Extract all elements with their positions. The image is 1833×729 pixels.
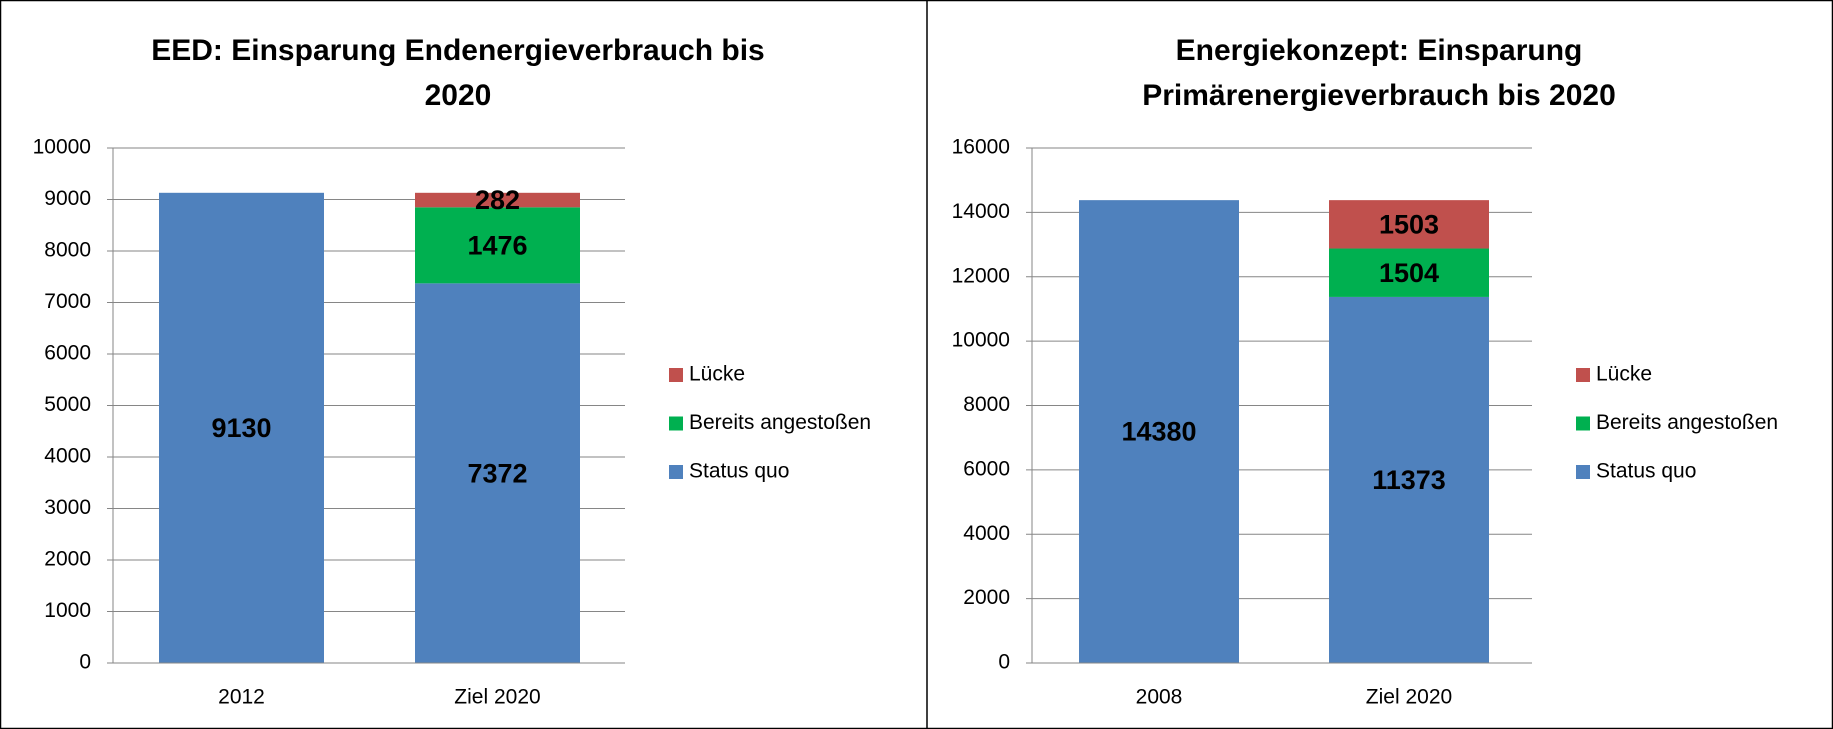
chart-title: EED: Einsparung Endenergieverbrauch bis … xyxy=(151,34,765,112)
y-tick-label: 10000 xyxy=(33,136,91,159)
data-label: 1504 xyxy=(1379,258,1439,288)
bar-segment xyxy=(415,192,580,208)
y-tick-label: 16000 xyxy=(952,136,1010,159)
data-label: 1476 xyxy=(467,230,527,260)
y-tick-label: 0 xyxy=(79,651,91,674)
y-tick-label: 4000 xyxy=(44,445,91,468)
data-label: 282 xyxy=(475,185,520,215)
y-tick-label: 7000 xyxy=(44,290,91,313)
legend-swatch xyxy=(1576,416,1590,431)
data-label: 14380 xyxy=(1121,417,1196,447)
x-tick-label: Ziel 2020 xyxy=(1366,686,1452,709)
data-label: 1503 xyxy=(1379,209,1439,239)
bar-segment xyxy=(415,207,580,284)
legend-label: Bereits angestoßen xyxy=(689,411,871,434)
y-tick-label: 8000 xyxy=(44,239,91,262)
y-tick-label: 6000 xyxy=(44,342,91,365)
bar-segment xyxy=(1329,296,1489,663)
y-tick-label: 12000 xyxy=(952,264,1010,287)
data-label: 7372 xyxy=(467,458,527,488)
y-tick-label: 5000 xyxy=(44,393,91,416)
y-tick-label: 2000 xyxy=(963,586,1010,609)
legend-swatch xyxy=(1576,368,1590,382)
legend-label: Bereits angestoßen xyxy=(1596,411,1778,434)
bar-segment xyxy=(1329,200,1489,249)
y-tick-label: 8000 xyxy=(963,393,1010,416)
y-tick-label: 4000 xyxy=(963,522,1010,545)
legend-swatch xyxy=(669,368,683,382)
y-tick-label: 0 xyxy=(998,651,1010,674)
y-tick-label: 2000 xyxy=(44,548,91,571)
y-tick-label: 9000 xyxy=(44,187,91,210)
y-tick-label: 3000 xyxy=(44,496,91,519)
legend-swatch xyxy=(669,416,683,431)
x-tick-label: Ziel 2020 xyxy=(454,686,540,709)
legend-label: Status quo xyxy=(1596,460,1696,483)
y-tick-label: 6000 xyxy=(963,457,1010,480)
bar-segment xyxy=(1079,200,1239,664)
bar-segment xyxy=(415,283,580,663)
x-tick-label: 2008 xyxy=(1136,686,1183,709)
legend-swatch xyxy=(669,465,683,479)
legend-label: Lücke xyxy=(1596,363,1652,386)
y-tick-label: 14000 xyxy=(952,200,1010,223)
y-tick-label: 1000 xyxy=(44,599,91,622)
data-label: 11373 xyxy=(1372,465,1446,495)
legend-label: Lücke xyxy=(689,363,745,386)
legend-swatch xyxy=(1576,465,1590,479)
legend-label: Status quo xyxy=(689,460,789,483)
x-tick-label: 2012 xyxy=(218,686,265,709)
chart-title: Energiekonzept: Einsparung Primärenergie… xyxy=(1142,34,1616,112)
bar-segment xyxy=(159,192,324,663)
bar-segment xyxy=(1329,248,1489,297)
y-tick-label: 10000 xyxy=(952,329,1010,352)
data-label: 9130 xyxy=(211,413,271,443)
